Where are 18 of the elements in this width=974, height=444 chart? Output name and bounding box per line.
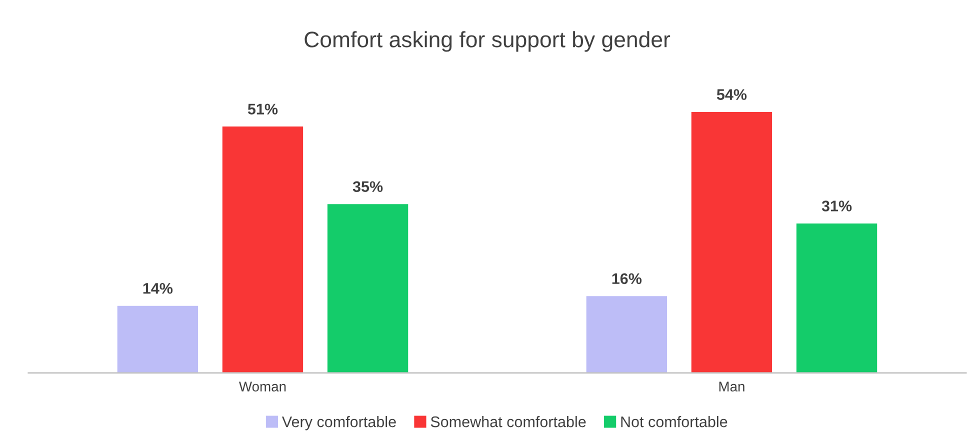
x-tick-label: Woman	[238, 382, 286, 392]
legend-label: Not comfortable	[621, 416, 728, 428]
data-label: 51%	[248, 104, 278, 114]
legend-label: Somewhat comfortable	[430, 416, 586, 428]
data-label: 35%	[352, 181, 383, 192]
data-label: 31%	[822, 200, 852, 212]
bar	[221, 125, 304, 373]
bar	[690, 110, 774, 373]
legend-label: Very comfortable	[282, 416, 396, 430]
bar	[326, 202, 410, 373]
bar	[116, 304, 200, 373]
chart-title: Comfort asking for support by gender	[304, 31, 670, 52]
bar	[584, 294, 668, 373]
bar	[795, 222, 878, 373]
data-label: 16%	[612, 273, 642, 284]
data-label: 54%	[716, 89, 747, 100]
x-tick-label: Man	[719, 382, 744, 392]
data-label: 14%	[143, 282, 173, 294]
